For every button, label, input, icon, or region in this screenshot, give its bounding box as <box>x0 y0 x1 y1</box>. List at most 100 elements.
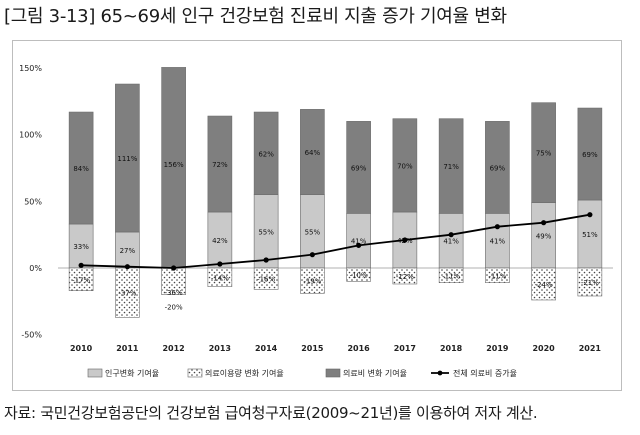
bar-utilization-2013 <box>207 267 233 287</box>
bar-utilization-2018 <box>438 267 464 283</box>
bar-label-cost-2010: 84% <box>73 165 89 173</box>
y-tick-label: -50% <box>21 331 42 340</box>
x-tick-label-2018: 2018 <box>440 344 463 353</box>
x-tick-label-2015: 2015 <box>301 344 324 353</box>
source-note: 자료: 국민건강보험공단의 건강보험 급여청구자료(2009~21년)를 이용하… <box>4 404 538 422</box>
x-axis: 2010 2011 2012 2013 2014 2015 2016 2017 2018 2019… <box>70 344 601 353</box>
bar-label-population-2018: 41% <box>443 238 459 246</box>
bar-label-cost-2015: 64% <box>305 149 321 157</box>
bar-label-utilization-2021: -21% <box>581 279 599 287</box>
bar-population-2014 <box>253 194 279 269</box>
y-tick-label: 150% <box>19 64 42 73</box>
bar-label-utilization-2012: -20% <box>165 304 183 312</box>
bar-utilization-2019 <box>485 267 510 283</box>
bar-label-population-2014: 55% <box>258 228 274 236</box>
bar-cost-2011 <box>115 83 140 233</box>
bar-label-utilization-2014: -16% <box>257 276 275 284</box>
bar-label-utilization-2020: -24% <box>535 281 553 289</box>
bar-cost-2018 <box>438 118 464 214</box>
bar-series <box>68 67 603 318</box>
bar-utilization-2017 <box>392 267 418 285</box>
line-point-2018 <box>448 232 454 238</box>
y-tick-label: 100% <box>19 131 42 140</box>
line-point-2016 <box>356 242 362 248</box>
chart-frame: -50% 0% 50% 100% 150% 33% -17% 84% 27% -37% 111% -… <box>12 40 622 391</box>
x-tick-label-2019: 2019 <box>486 344 509 353</box>
bar-cost-2015 <box>300 109 325 195</box>
bar-label-utilization-2019: -11% <box>488 272 506 280</box>
bar-label-utilization-2017: -12% <box>396 273 414 281</box>
y-axis: -50% 0% 50% 100% 150% <box>19 64 42 340</box>
bar-cost-2020 <box>531 102 556 203</box>
bar-label-cost-2014: 62% <box>258 150 274 158</box>
y-tick-label: 50% <box>24 197 42 206</box>
x-tick-label-2010: 2010 <box>70 344 93 353</box>
bar-cost-2014 <box>253 111 279 195</box>
bar-label-population-2011: 27% <box>120 247 136 255</box>
bar-utilization-2011 <box>115 267 140 318</box>
y-tick-label: 0% <box>29 264 42 273</box>
line-point-2021 <box>587 212 593 218</box>
bar-label-cost-2019: 69% <box>490 164 506 172</box>
bar-label-cost-2011: 111% <box>117 155 137 163</box>
bar-label-utilization-2018: -11% <box>442 272 460 280</box>
bar-label-population-2019: 41% <box>490 238 506 246</box>
bar-population-2020 <box>531 202 556 269</box>
x-tick-label-2021: 2021 <box>579 344 602 353</box>
line-point-2014 <box>263 257 269 263</box>
line-point-2010 <box>78 262 84 268</box>
x-tick-label-2017: 2017 <box>394 344 416 353</box>
bar-data-labels: 33% -17% 84% 27% -37% 111% -20% 156% 42% -14% 72% 5… <box>72 149 599 312</box>
bar-utilization-2021 <box>577 267 603 297</box>
x-tick-label-2011: 2011 <box>116 344 139 353</box>
bar-label-utilization-2015: -19% <box>303 278 321 286</box>
bar-label-cost-2017: 70% <box>397 162 413 170</box>
total-growth-line-series <box>78 212 593 271</box>
bar-label-cost-2012: 156% <box>164 161 184 169</box>
bar-label-utilization-2011: -37% <box>118 290 136 298</box>
legend-swatch-utilization <box>187 368 203 378</box>
bar-label-population-2020: 49% <box>536 232 552 240</box>
bar-utilization-2016 <box>346 267 371 282</box>
bar-cost-2012 <box>161 67 186 269</box>
bar-utilization-2020 <box>531 267 556 301</box>
line-point-2015 <box>309 252 315 258</box>
legend-swatch-population <box>87 368 103 378</box>
figure-title: [그림 3-13] 65~69세 인구 건강보험 진료비 지출 증가 기여율 변… <box>4 6 507 27</box>
bar-label-population-2016: 41% <box>351 238 367 246</box>
x-tick-label-2013: 2013 <box>209 344 231 353</box>
bar-cost-2021 <box>577 107 603 201</box>
legend-swatch-cost <box>325 368 341 378</box>
bar-label-population-2021: 51% <box>582 231 598 239</box>
legend-label-cost: 의료비 변화 기여율 <box>343 368 407 378</box>
x-tick-label-2012: 2012 <box>162 344 184 353</box>
bar-cost-2010 <box>68 111 94 225</box>
line-point-2013 <box>217 261 223 267</box>
bar-label-population-2010: 33% <box>73 243 89 251</box>
x-tick-label-2014: 2014 <box>255 344 278 353</box>
total-growth-line <box>81 213 591 269</box>
extra-label-2012: -36% <box>165 289 183 297</box>
line-point-2020 <box>541 220 547 226</box>
bar-label-cost-2021: 69% <box>582 151 598 159</box>
legend-label-total: 전체 의료비 증가율 <box>453 368 517 378</box>
bar-label-cost-2018: 71% <box>443 163 459 171</box>
line-point-2019 <box>494 224 500 230</box>
bar-label-cost-2020: 75% <box>536 150 552 158</box>
label-backdrop <box>162 302 185 312</box>
line-point-2011 <box>124 264 130 270</box>
legend-label-population: 인구변화 기여율 <box>105 368 159 378</box>
bar-cost-2019 <box>485 121 510 214</box>
bar-cost-2016 <box>346 121 371 214</box>
bar-population-2018 <box>438 213 464 269</box>
bar-label-cost-2016: 69% <box>351 164 367 172</box>
bar-cost-2013 <box>207 115 233 213</box>
bar-label-population-2015: 55% <box>305 228 321 236</box>
bar-utilization-2014 <box>253 267 279 290</box>
x-tick-label-2016: 2016 <box>347 344 370 353</box>
bar-label-utilization-2010: -17% <box>72 276 90 284</box>
legend-label-utilization: 의료이용량 변화 기여율 <box>205 368 284 378</box>
bar-label-utilization-2016: -10% <box>350 272 368 280</box>
bar-label-utilization-2013: -14% <box>211 274 229 282</box>
legend: 인구변화 기여율 의료이용량 변화 기여율 의료비 변화 기여율 전체 의료비 증가율 <box>87 368 517 378</box>
